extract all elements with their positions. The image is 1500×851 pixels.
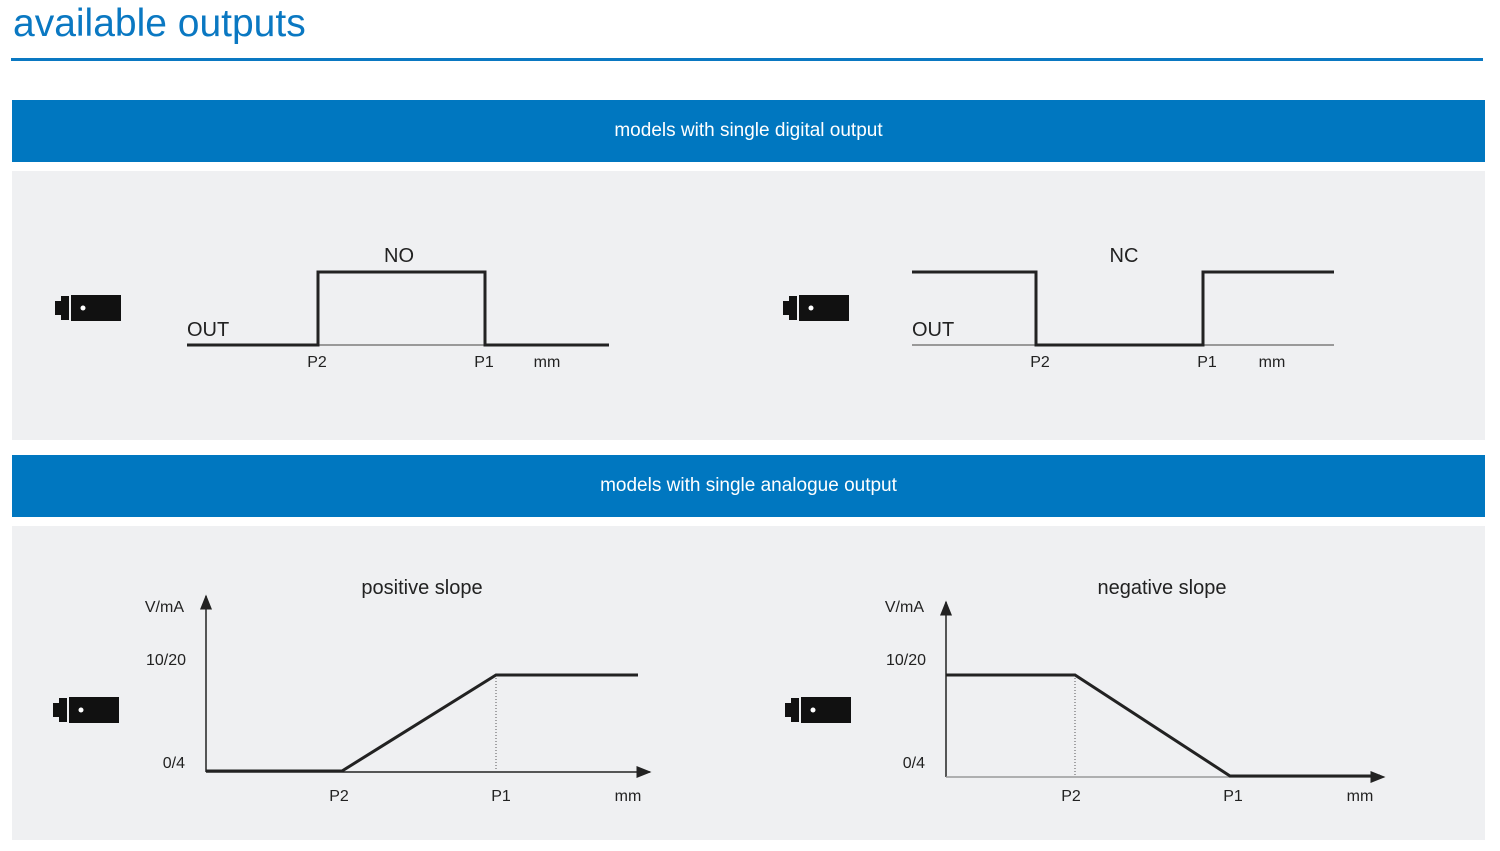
tick-p1: P1 — [1223, 788, 1243, 805]
tick-max: 10/20 — [886, 652, 926, 669]
sensor-icon — [55, 295, 121, 321]
x-unit: mm — [615, 788, 642, 805]
y-label: V/mA — [145, 599, 184, 616]
diagram-no: NO OUT P2 P1 mm — [55, 245, 609, 371]
x-unit: mm — [1347, 788, 1374, 805]
analogue-output-header: models with single analogue output — [12, 455, 1485, 517]
output-line — [187, 270, 609, 347]
analogue-output-panel — [12, 526, 1485, 840]
diagram-label: NO — [384, 245, 414, 267]
x-unit: mm — [1259, 354, 1286, 371]
tick-p2: P2 — [1061, 788, 1081, 805]
digital-output-header: models with single digital output — [12, 100, 1485, 162]
diagram-nc: NC OUT P2 P1 mm — [783, 245, 1334, 371]
sensor-icon — [785, 697, 851, 723]
output-line — [912, 270, 1334, 347]
tick-p2: P2 — [307, 354, 327, 371]
y-label: OUT — [912, 319, 954, 341]
tick-p2: P2 — [1030, 354, 1050, 371]
sensor-icon — [783, 295, 849, 321]
tick-p1: P1 — [1197, 354, 1217, 371]
diagram-negative-slope: negative slope V/mA 10/20 0/4 P2 P1 mm — [785, 577, 1386, 805]
tick-max: 10/20 — [146, 652, 186, 669]
output-line — [946, 673, 1380, 778]
y-label: V/mA — [885, 599, 924, 616]
diagram-label: positive slope — [361, 577, 482, 599]
diagram-label: NC — [1110, 245, 1139, 267]
tick-min: 0/4 — [903, 755, 925, 772]
tick-min: 0/4 — [163, 755, 185, 772]
tick-p1: P1 — [491, 788, 511, 805]
digital-output-panel — [12, 171, 1485, 440]
page-title: available outputs — [13, 2, 306, 45]
y-label: OUT — [187, 319, 229, 341]
tick-p2: P2 — [329, 788, 349, 805]
diagram-label: negative slope — [1098, 577, 1227, 599]
output-line — [206, 673, 638, 773]
sensor-icon — [53, 697, 119, 723]
title-divider — [11, 58, 1483, 61]
diagram-positive-slope: positive slope V/mA 10/20 0/4 P2 P1 mm — [53, 577, 652, 805]
x-unit: mm — [534, 354, 561, 371]
tick-p1: P1 — [474, 354, 494, 371]
